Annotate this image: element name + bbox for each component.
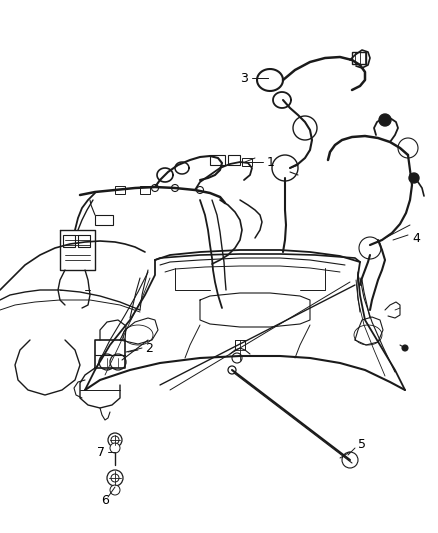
- Circle shape: [111, 436, 119, 444]
- Circle shape: [345, 455, 355, 465]
- Circle shape: [359, 237, 381, 259]
- Bar: [115, 186, 125, 194]
- Text: 2: 2: [145, 342, 153, 354]
- Circle shape: [402, 142, 414, 154]
- Circle shape: [409, 173, 419, 183]
- Circle shape: [398, 138, 418, 158]
- Bar: [210, 155, 225, 165]
- Circle shape: [172, 184, 179, 191]
- Circle shape: [197, 187, 204, 193]
- Bar: [63, 235, 75, 247]
- Bar: [140, 186, 150, 194]
- Circle shape: [107, 470, 123, 486]
- Bar: [352, 52, 366, 64]
- Bar: [228, 155, 240, 165]
- Circle shape: [110, 485, 120, 495]
- Circle shape: [363, 241, 377, 255]
- Bar: [242, 158, 252, 166]
- Bar: [95, 215, 113, 225]
- Circle shape: [342, 452, 358, 468]
- Circle shape: [108, 433, 122, 447]
- Circle shape: [110, 354, 126, 370]
- Circle shape: [379, 114, 391, 126]
- Circle shape: [99, 354, 115, 370]
- Circle shape: [293, 116, 317, 140]
- Circle shape: [232, 353, 242, 363]
- Circle shape: [402, 345, 408, 351]
- Circle shape: [228, 366, 236, 374]
- Text: 1: 1: [267, 156, 275, 168]
- Text: 4: 4: [412, 231, 420, 245]
- Circle shape: [111, 474, 119, 482]
- Circle shape: [297, 120, 313, 136]
- Text: 7: 7: [97, 446, 105, 458]
- Circle shape: [276, 159, 294, 177]
- Text: 3: 3: [240, 71, 248, 85]
- Bar: [78, 235, 90, 247]
- Circle shape: [272, 155, 298, 181]
- Circle shape: [152, 184, 159, 191]
- Circle shape: [110, 443, 120, 453]
- Text: 6: 6: [101, 494, 109, 506]
- Text: 5: 5: [358, 439, 366, 451]
